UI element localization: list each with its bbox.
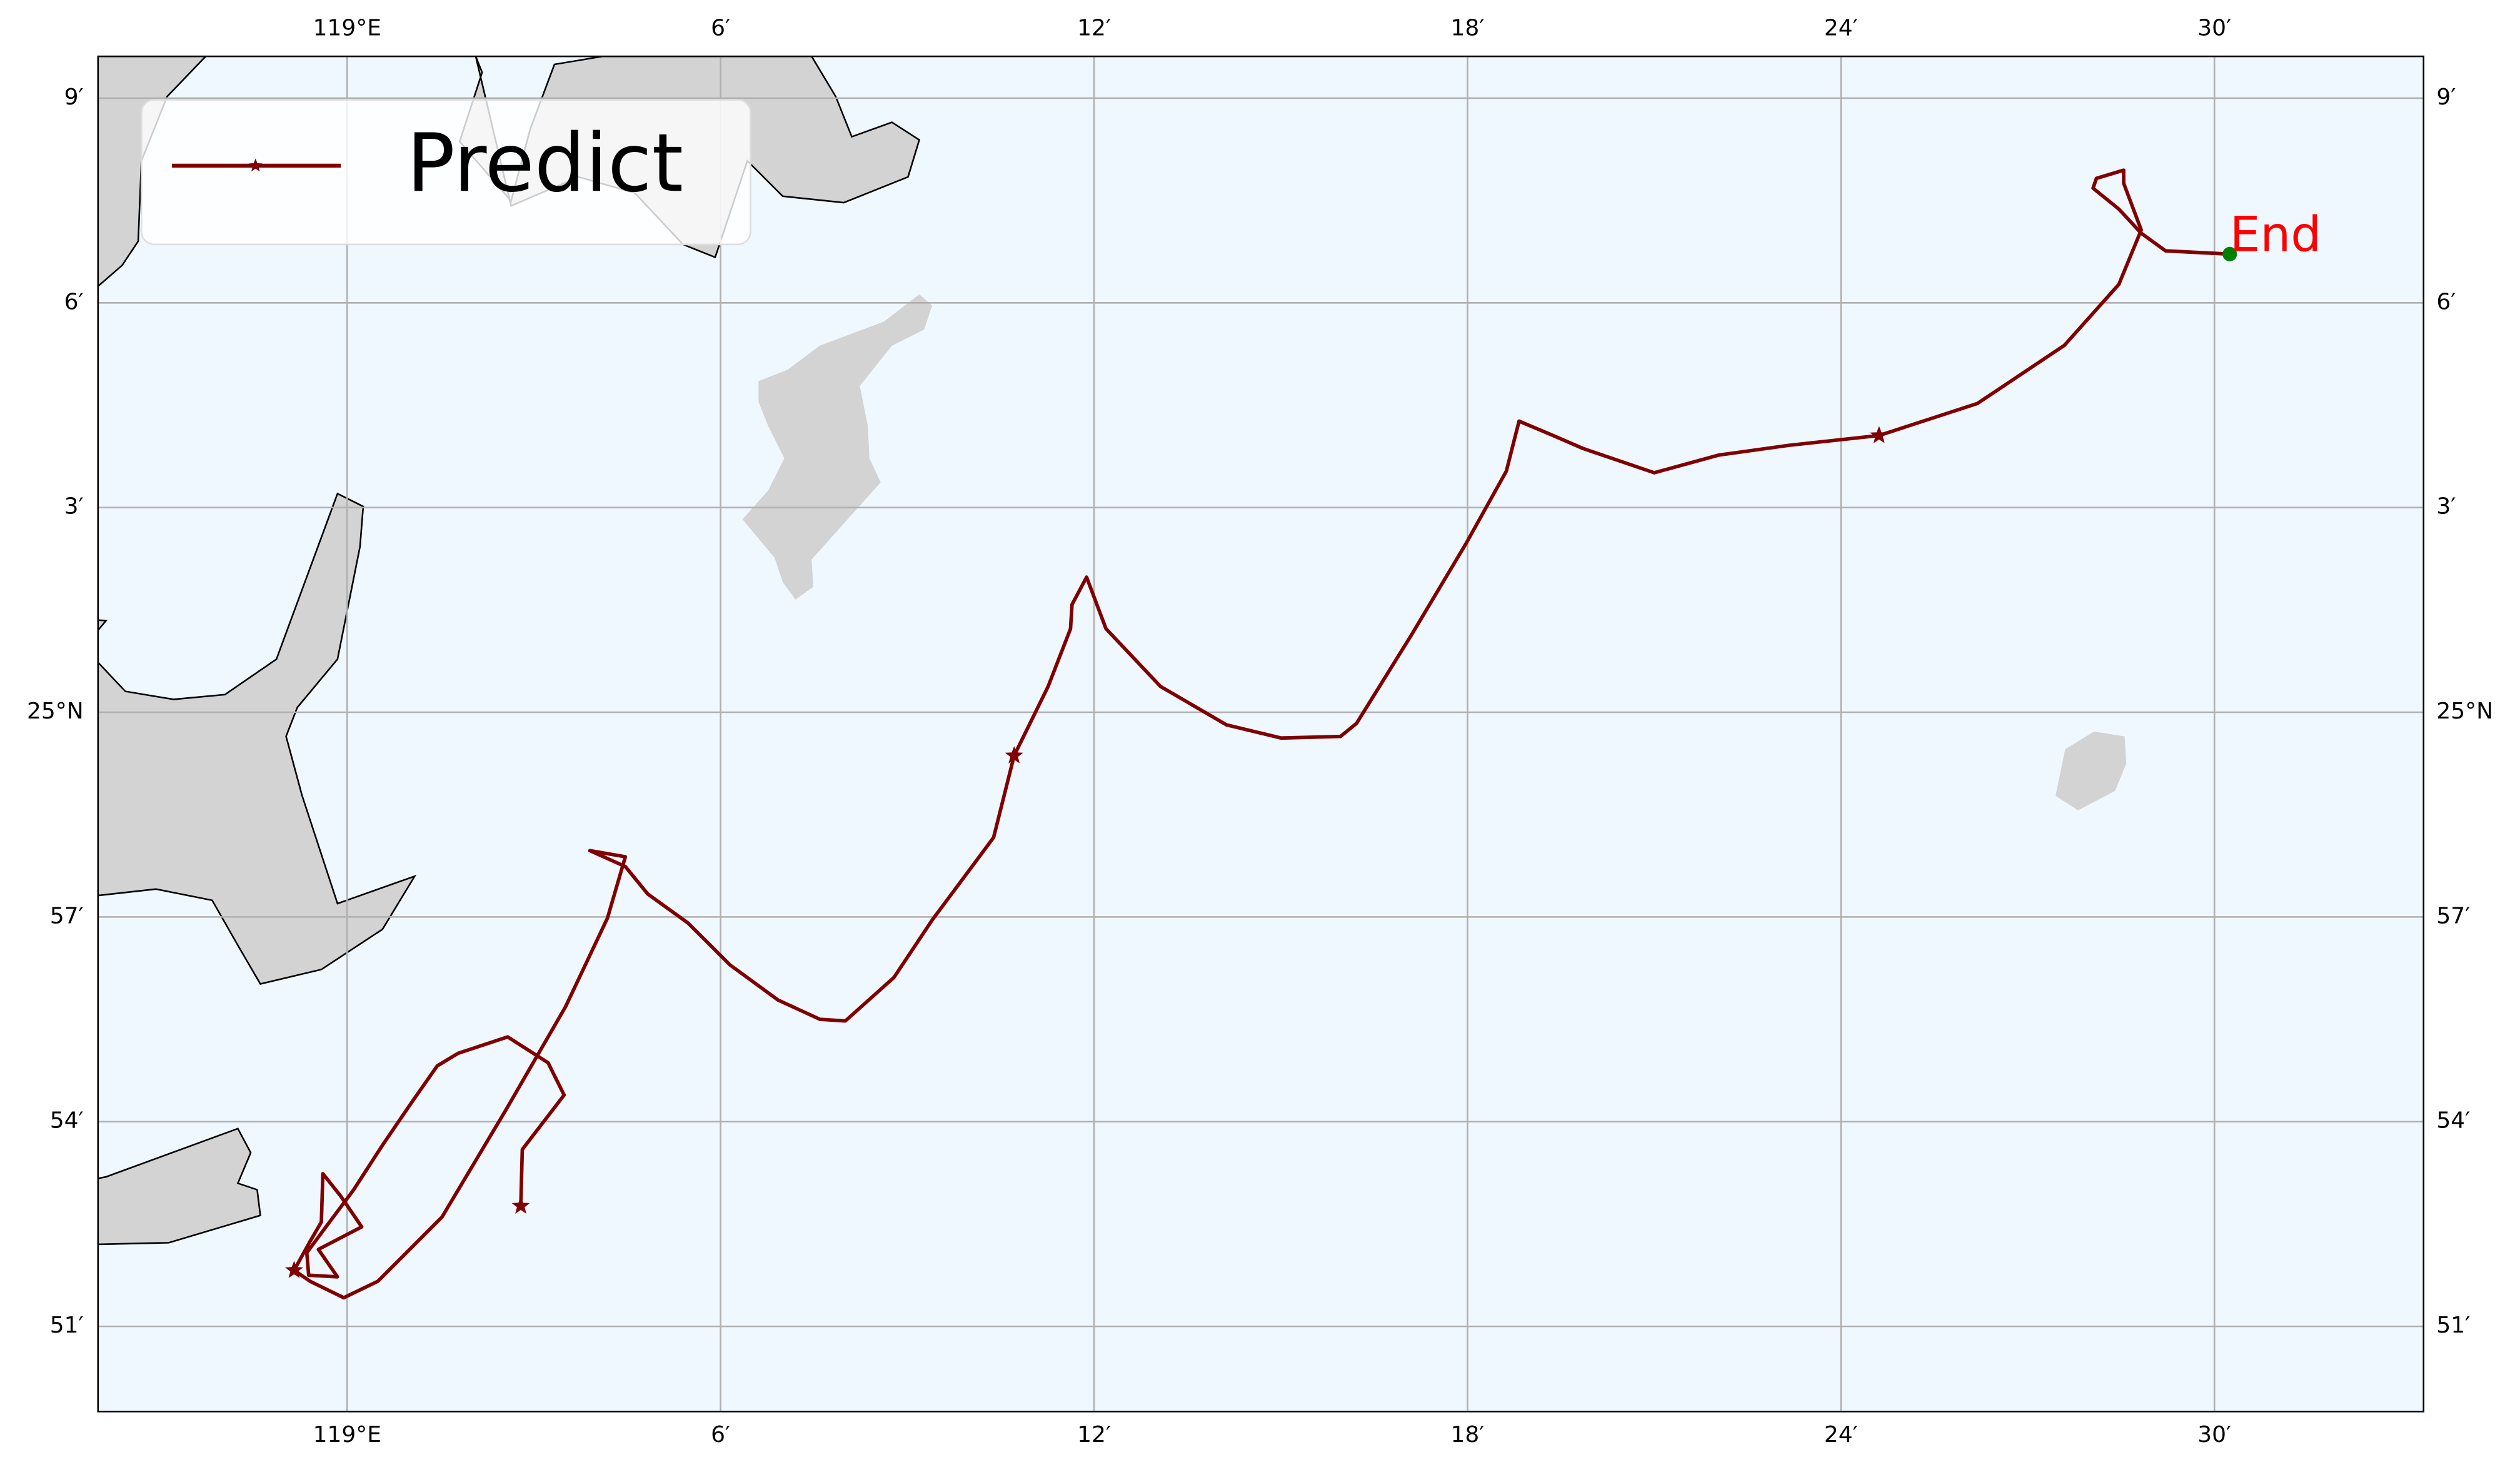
- land-mass: [98, 619, 108, 632]
- y-tick-label: 6′: [2436, 289, 2456, 315]
- x-tick-label: 30′: [2197, 1422, 2231, 1448]
- frame: [97, 55, 2425, 1413]
- x-tick-label: 119°E: [313, 15, 381, 41]
- end-point: [2222, 246, 2237, 261]
- y-tick-label: 51′: [2436, 1313, 2470, 1338]
- x-tick-label: 119°E: [313, 1422, 381, 1448]
- legend: Predict: [140, 99, 751, 246]
- x-tick-label: 18′: [1450, 1422, 1484, 1448]
- legend-label: Predict: [406, 117, 683, 210]
- y-tick-label: 25°N: [27, 698, 84, 724]
- land-mass: [98, 492, 417, 985]
- trajectory-marker: [511, 1196, 530, 1214]
- y-tick-label: 25°N: [2436, 698, 2493, 724]
- end-label: End: [2230, 207, 2322, 263]
- x-tick-label: 6′: [711, 1422, 730, 1448]
- x-tick-label: 24′: [1824, 1422, 1858, 1448]
- island: [2056, 731, 2127, 810]
- y-tick-label: 51′: [50, 1313, 84, 1338]
- legend-box: [140, 99, 751, 246]
- trajectory-marker: [1005, 746, 1023, 764]
- y-tick-label: 6′: [64, 289, 84, 315]
- tick-labels: 119°E 119°E 6′ 6′ 12′ 12′ 18′ 18′ 24′ 24′ 30′ 30′ 51…: [27, 15, 2493, 1447]
- x-tick-label: 6′: [711, 15, 730, 41]
- y-tick-label: 3′: [64, 494, 84, 520]
- y-tick-label: 54′: [2436, 1108, 2470, 1134]
- x-tick-label: 12′: [1077, 1422, 1111, 1448]
- x-tick-label: 12′: [1077, 15, 1111, 41]
- y-tick-label: 3′: [2436, 494, 2456, 520]
- trajectory-marker: [284, 1261, 303, 1278]
- x-tick-label: 24′: [1824, 15, 1858, 41]
- y-tick-label: 57′: [2436, 903, 2470, 929]
- grid: [98, 56, 2424, 1412]
- island: [742, 294, 933, 600]
- plot: [284, 168, 2237, 1300]
- x-tick-label: 18′: [1450, 15, 1484, 41]
- y-tick-label: 9′: [2436, 84, 2456, 110]
- land-mass: [98, 56, 207, 288]
- trajectory-marker: [1870, 426, 1889, 443]
- x-tick-label: 30′: [2197, 15, 2231, 41]
- land-mass: [98, 1127, 261, 1246]
- y-tick-label: 54′: [50, 1108, 84, 1134]
- legend-marker: [248, 158, 263, 172]
- y-tick-label: 9′: [64, 84, 84, 110]
- y-tick-label: 57′: [50, 903, 84, 929]
